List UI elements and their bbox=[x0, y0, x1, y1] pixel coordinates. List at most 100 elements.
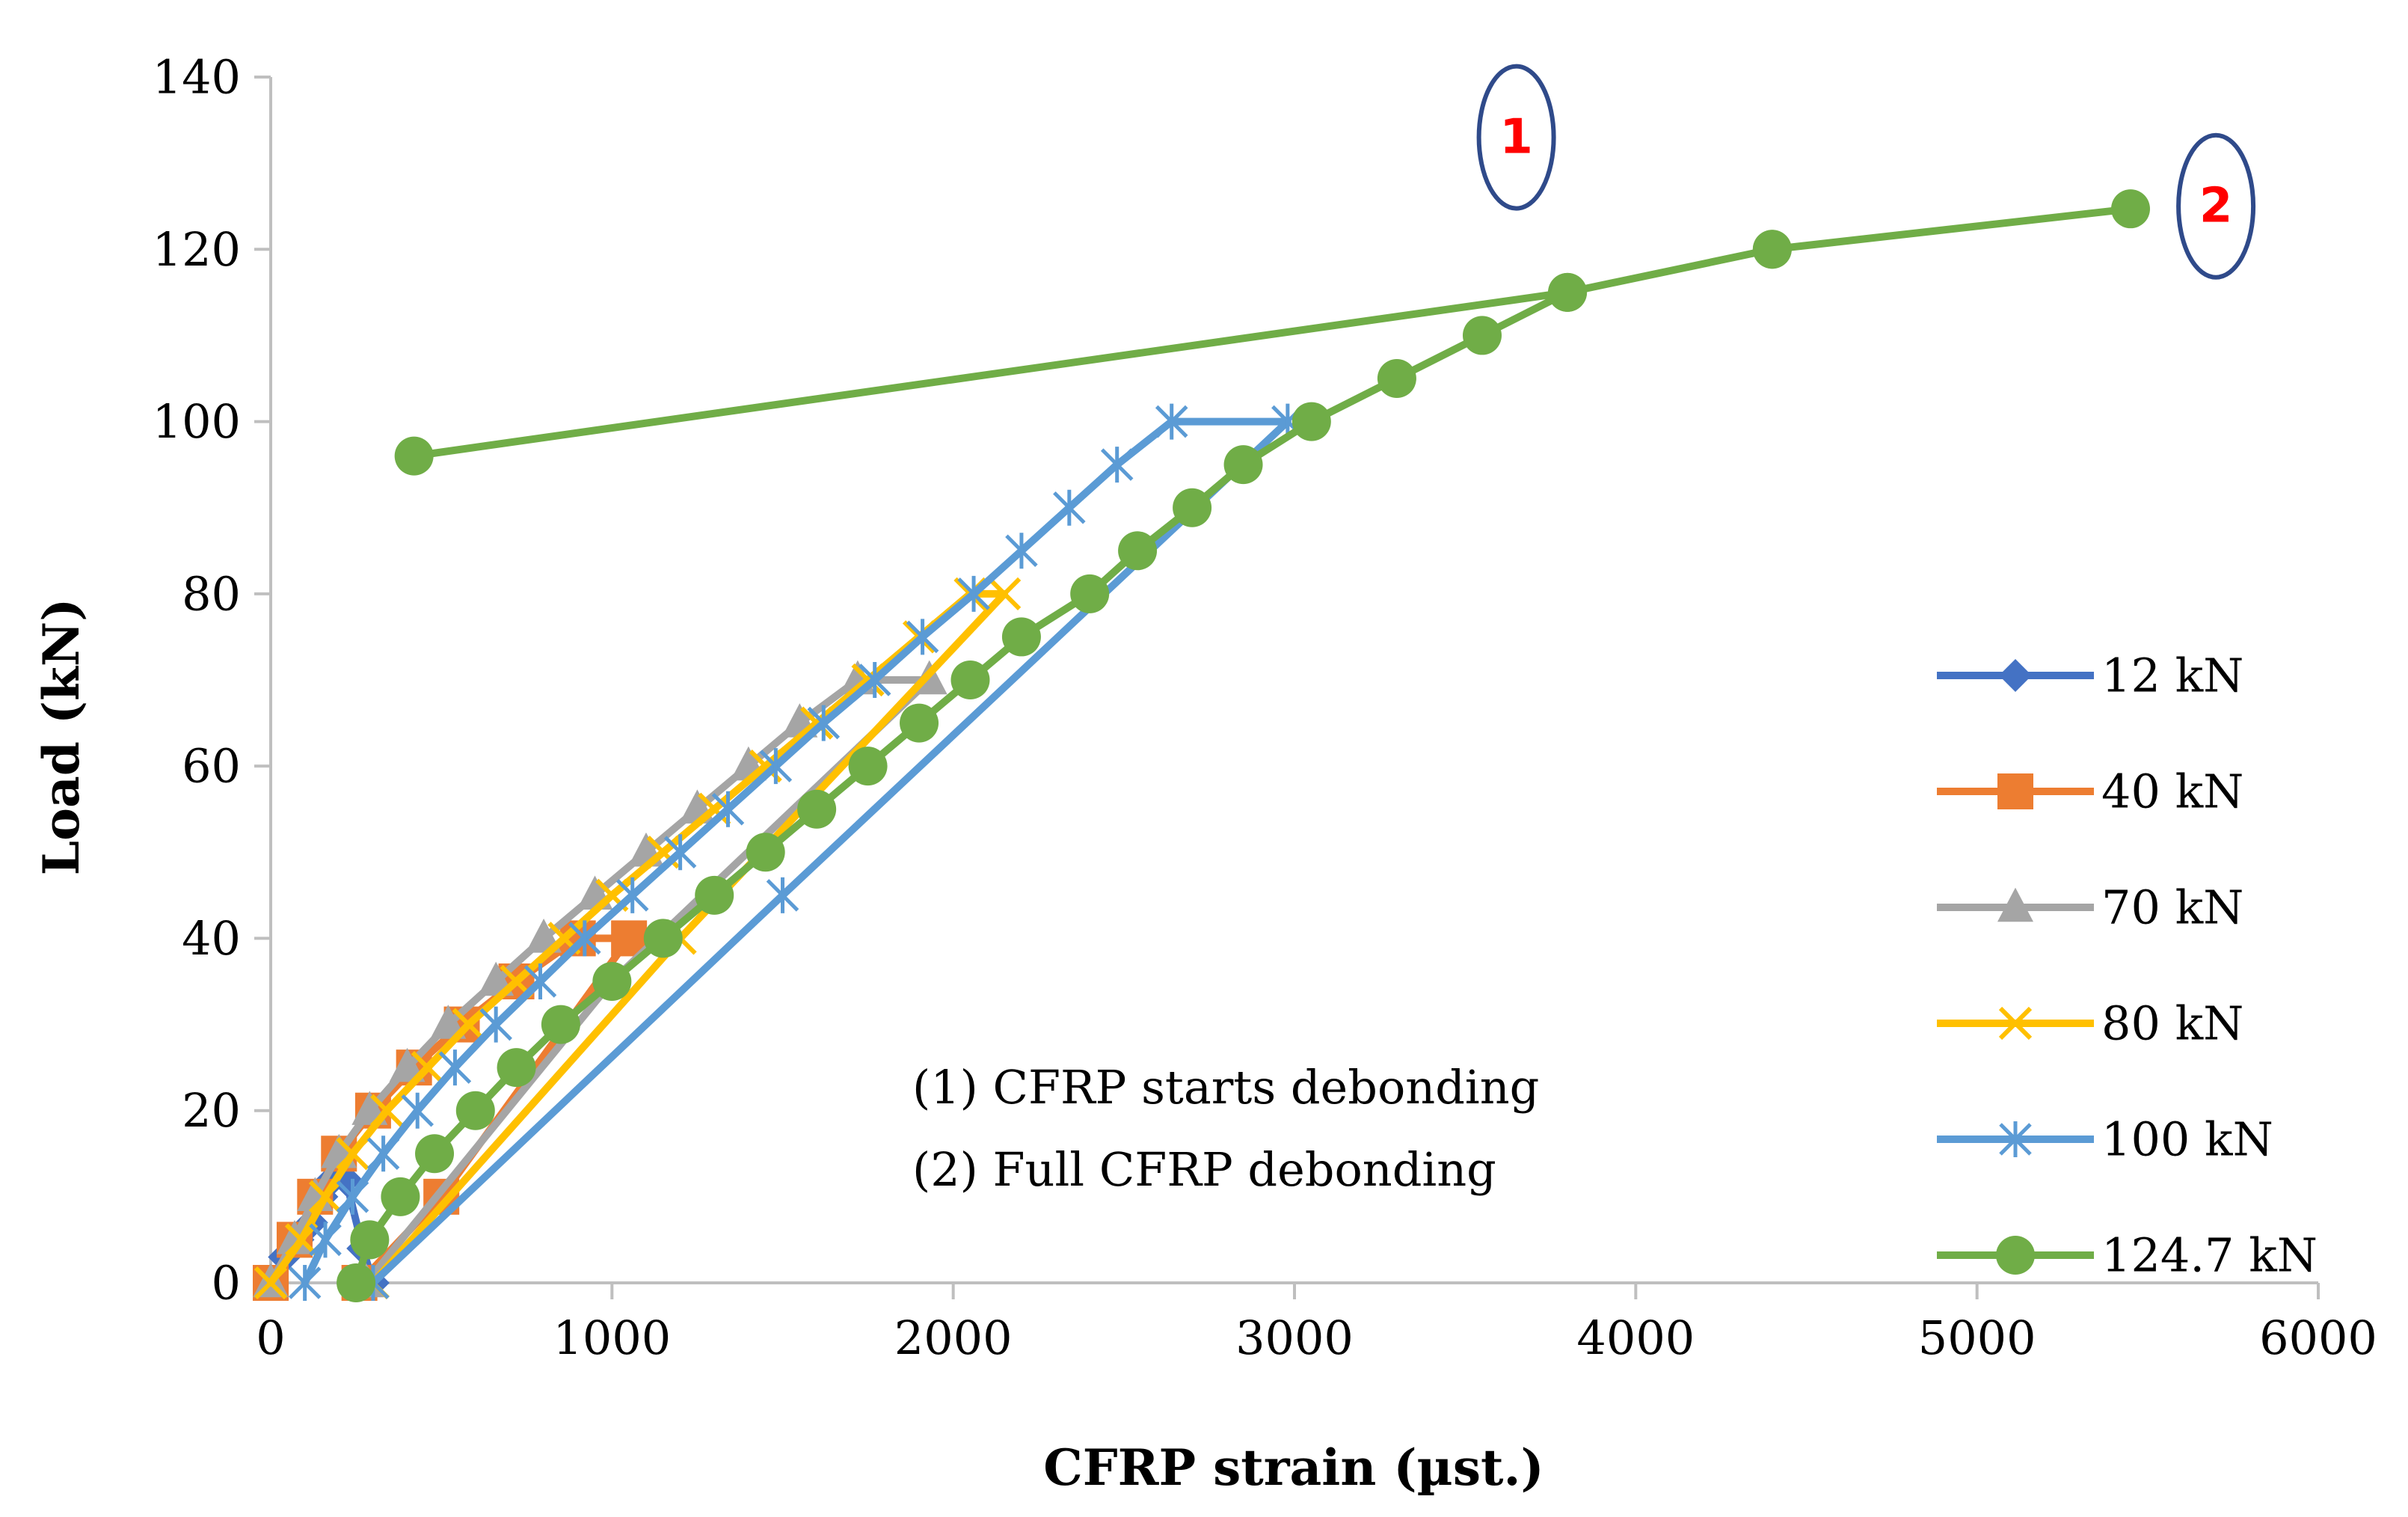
y-tick-label: 20 bbox=[182, 1083, 241, 1138]
data-point bbox=[370, 1094, 404, 1127]
legend-label: 80 kN bbox=[2101, 996, 2243, 1051]
annotation-ellipse-2 bbox=[2176, 132, 2256, 280]
data-point bbox=[759, 748, 793, 785]
data-point bbox=[1548, 272, 1588, 312]
data-point bbox=[1997, 887, 2033, 922]
data-point bbox=[807, 705, 841, 741]
data-point bbox=[766, 877, 799, 913]
data-point bbox=[336, 1178, 369, 1215]
annotation-label-2: 2 bbox=[2199, 179, 2233, 234]
x-axis-title: CFRP strain (µst.) bbox=[1043, 1438, 1544, 1497]
data-point bbox=[858, 662, 891, 698]
data-point bbox=[900, 703, 939, 743]
legend-item: 80 kN bbox=[1937, 996, 2243, 1051]
data-point bbox=[1998, 1006, 2033, 1041]
legend-item: 100 kN bbox=[1937, 1112, 2273, 1167]
data-point bbox=[479, 1006, 512, 1043]
data-point bbox=[389, 1047, 426, 1082]
legend-label: 124.7 kN bbox=[2101, 1228, 2318, 1283]
data-point bbox=[438, 1049, 472, 1086]
data-point bbox=[1173, 488, 1212, 527]
data-point bbox=[1005, 533, 1038, 569]
annotation-label-1: 1 bbox=[1499, 110, 1533, 165]
legend-item: 12 kN bbox=[1937, 649, 2243, 703]
data-point bbox=[1291, 402, 1331, 441]
legend-label: 70 kN bbox=[2101, 880, 2243, 935]
x-tick-label: 0 bbox=[256, 1311, 285, 1365]
data-point bbox=[336, 1137, 369, 1171]
data-point bbox=[308, 1180, 343, 1213]
data-point bbox=[1999, 659, 2032, 692]
data-point bbox=[1223, 445, 1263, 485]
y-tick-label: 80 bbox=[182, 566, 241, 621]
data-point bbox=[309, 1222, 342, 1258]
data-point bbox=[1999, 1121, 2032, 1157]
data-point bbox=[695, 875, 734, 915]
annotation-note-2: (2) Full CFRP debonding bbox=[912, 1142, 1496, 1197]
data-point bbox=[276, 1220, 313, 1254]
y-tick-label: 120 bbox=[153, 222, 241, 277]
y-tick-label: 140 bbox=[153, 50, 241, 105]
annotation-ellipse-1 bbox=[1476, 64, 1556, 211]
y-axis-title: Load (kN) bbox=[32, 598, 90, 876]
data-point bbox=[254, 1266, 288, 1300]
series-124-7-kn bbox=[337, 189, 2151, 1302]
data-point bbox=[1752, 230, 1792, 269]
data-point bbox=[1053, 489, 1086, 526]
x-tick-label: 5000 bbox=[1918, 1311, 2036, 1365]
data-point bbox=[615, 877, 649, 913]
data-point bbox=[455, 1091, 495, 1130]
x-tick-label: 3000 bbox=[1235, 1311, 1354, 1365]
data-point bbox=[643, 919, 683, 958]
data-point bbox=[1997, 773, 2033, 809]
legend-label: 40 kN bbox=[2101, 764, 2243, 819]
legend-item: 124.7 kN bbox=[1937, 1228, 2318, 1283]
data-point bbox=[415, 1134, 455, 1174]
data-point bbox=[401, 1092, 434, 1129]
data-point bbox=[950, 661, 990, 699]
y-tick-label: 0 bbox=[212, 1256, 241, 1311]
axes: 0 20 40 60 80 100 120 140 0 1000 2000 3000 4000 5000 6… bbox=[153, 50, 2377, 1366]
data-point bbox=[797, 789, 837, 829]
data-point bbox=[1996, 1236, 2035, 1275]
data-point bbox=[541, 1005, 580, 1044]
x-tick-label: 4000 bbox=[1576, 1311, 1695, 1365]
data-point bbox=[497, 1048, 536, 1088]
legend-label: 100 kN bbox=[2101, 1112, 2273, 1167]
data-point bbox=[1155, 403, 1188, 440]
series-40-kn bbox=[253, 920, 648, 1301]
y-tick-label: 100 bbox=[153, 394, 241, 449]
legend-item: 70 kN bbox=[1937, 880, 2243, 935]
x-tick-label: 6000 bbox=[2259, 1311, 2377, 1365]
data-point bbox=[350, 1220, 390, 1260]
legend: 12 kN 40 kN 70 kN 80 kN 100 kN 124.7 kN bbox=[1937, 649, 2318, 1283]
data-point bbox=[1100, 447, 1134, 483]
y-tick-label: 60 bbox=[182, 739, 241, 794]
data-point bbox=[452, 1008, 485, 1041]
data-point bbox=[1462, 316, 1502, 355]
data-point bbox=[987, 577, 1022, 610]
legend-label: 12 kN bbox=[2101, 649, 2243, 703]
data-point bbox=[1118, 531, 1158, 571]
data-point bbox=[848, 747, 888, 786]
data-point bbox=[1070, 574, 1110, 613]
data-point bbox=[800, 706, 834, 740]
data-point bbox=[746, 833, 785, 872]
data-point bbox=[1377, 359, 1416, 398]
data-point bbox=[906, 619, 939, 655]
x-tick-label: 1000 bbox=[553, 1311, 671, 1365]
data-point bbox=[523, 963, 557, 999]
data-point bbox=[711, 791, 745, 827]
data-point bbox=[430, 1005, 467, 1039]
data-point bbox=[381, 1177, 420, 1216]
data-point bbox=[411, 1051, 445, 1085]
x-tick-label: 2000 bbox=[894, 1311, 1013, 1365]
data-point bbox=[284, 1223, 319, 1257]
data-point bbox=[288, 1265, 322, 1301]
annotations: 1 2 (1) CFRP starts debonding (2) Full C… bbox=[912, 64, 2256, 1197]
data-point bbox=[2111, 189, 2151, 229]
data-point bbox=[957, 575, 990, 612]
series-line bbox=[352, 205, 2135, 1287]
data-point bbox=[568, 920, 601, 957]
